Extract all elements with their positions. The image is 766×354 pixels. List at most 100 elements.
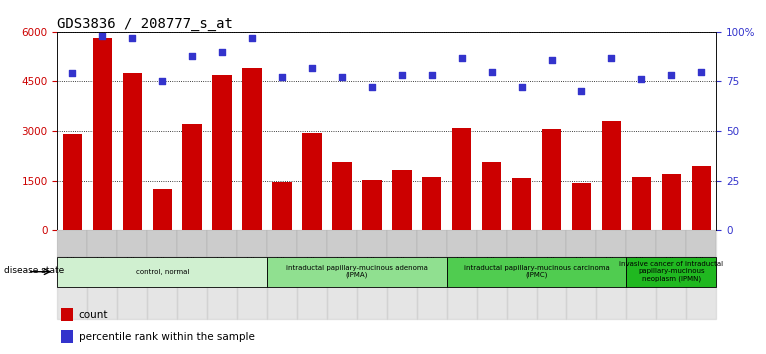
Bar xyxy=(542,129,561,230)
Point xyxy=(246,35,258,41)
Bar xyxy=(536,230,567,257)
Bar xyxy=(242,68,262,230)
Bar xyxy=(662,174,681,230)
Text: percentile rank within the sample: percentile rank within the sample xyxy=(79,332,254,342)
Point xyxy=(486,69,498,74)
Bar xyxy=(57,257,267,287)
Bar xyxy=(417,230,447,257)
Point xyxy=(605,55,617,61)
Bar xyxy=(422,177,441,230)
Point xyxy=(396,73,408,78)
Bar xyxy=(177,230,207,257)
Text: intraductal papillary-mucinous adenoma
(IPMA): intraductal papillary-mucinous adenoma (… xyxy=(286,265,428,279)
Bar xyxy=(93,39,112,230)
Text: count: count xyxy=(79,309,108,320)
Bar xyxy=(267,257,447,287)
Bar xyxy=(272,182,292,230)
Bar xyxy=(482,162,502,230)
Bar xyxy=(536,230,567,319)
Bar xyxy=(182,124,202,230)
Bar xyxy=(362,180,381,230)
Bar xyxy=(61,308,73,321)
Text: control, normal: control, normal xyxy=(136,269,189,275)
Bar xyxy=(297,230,327,257)
Bar xyxy=(267,230,297,257)
Bar xyxy=(297,230,327,319)
Bar xyxy=(207,230,237,257)
Bar xyxy=(332,162,352,230)
Point xyxy=(186,53,198,58)
Bar xyxy=(447,230,476,257)
Bar xyxy=(327,230,357,257)
Bar xyxy=(447,230,476,319)
Bar xyxy=(656,230,686,257)
Bar xyxy=(597,230,627,319)
Bar xyxy=(237,230,267,257)
Bar xyxy=(212,75,232,230)
Bar xyxy=(476,230,506,319)
Bar xyxy=(147,230,177,257)
Point xyxy=(575,88,588,94)
Bar xyxy=(327,230,357,319)
Point xyxy=(276,75,288,80)
Bar xyxy=(237,230,267,319)
Bar xyxy=(656,230,686,319)
Bar xyxy=(267,230,297,319)
Bar xyxy=(147,230,177,319)
Bar xyxy=(87,230,117,257)
Bar xyxy=(303,133,322,230)
Bar xyxy=(632,177,651,230)
Point xyxy=(126,35,139,41)
Bar xyxy=(692,166,711,230)
Point xyxy=(67,71,79,76)
Bar xyxy=(601,121,621,230)
Bar xyxy=(57,230,87,257)
Text: invasive cancer of intraductal
papillary-mucinous
neoplasm (IPMN): invasive cancer of intraductal papillary… xyxy=(619,262,723,282)
Bar xyxy=(506,230,536,257)
Bar xyxy=(476,230,506,257)
Point xyxy=(516,85,528,90)
Bar xyxy=(567,230,597,319)
Point xyxy=(635,76,647,82)
Bar xyxy=(357,230,387,319)
Point xyxy=(665,73,677,78)
Bar xyxy=(597,230,627,257)
Bar xyxy=(61,330,73,343)
Bar xyxy=(57,230,87,319)
Point xyxy=(306,65,318,70)
Bar xyxy=(387,230,417,319)
Bar xyxy=(506,230,536,319)
Bar xyxy=(567,230,597,257)
Point xyxy=(156,79,169,84)
Point xyxy=(97,33,109,39)
Bar xyxy=(452,128,471,230)
Point xyxy=(365,85,378,90)
Text: intraductal papillary-mucinous carcinoma
(IPMC): intraductal papillary-mucinous carcinoma… xyxy=(463,265,610,279)
Bar xyxy=(571,183,591,230)
Point xyxy=(216,49,228,55)
Bar xyxy=(387,230,417,257)
Bar xyxy=(627,230,656,319)
Point xyxy=(695,69,707,74)
Bar xyxy=(417,230,447,319)
Text: disease state: disease state xyxy=(4,266,64,275)
Bar xyxy=(447,257,627,287)
Bar xyxy=(686,230,716,257)
Bar xyxy=(207,230,237,319)
Point xyxy=(545,57,558,62)
Bar xyxy=(357,230,387,257)
Text: GDS3836 / 208777_s_at: GDS3836 / 208777_s_at xyxy=(57,17,234,31)
Bar xyxy=(686,230,716,319)
Bar xyxy=(177,230,207,319)
Bar xyxy=(123,73,142,230)
Bar xyxy=(117,230,147,319)
Bar xyxy=(152,189,172,230)
Bar xyxy=(117,230,147,257)
Point xyxy=(336,75,348,80)
Bar xyxy=(392,170,411,230)
Point xyxy=(426,73,438,78)
Bar xyxy=(87,230,117,319)
Bar xyxy=(627,230,656,257)
Bar xyxy=(627,257,716,287)
Bar xyxy=(512,178,532,230)
